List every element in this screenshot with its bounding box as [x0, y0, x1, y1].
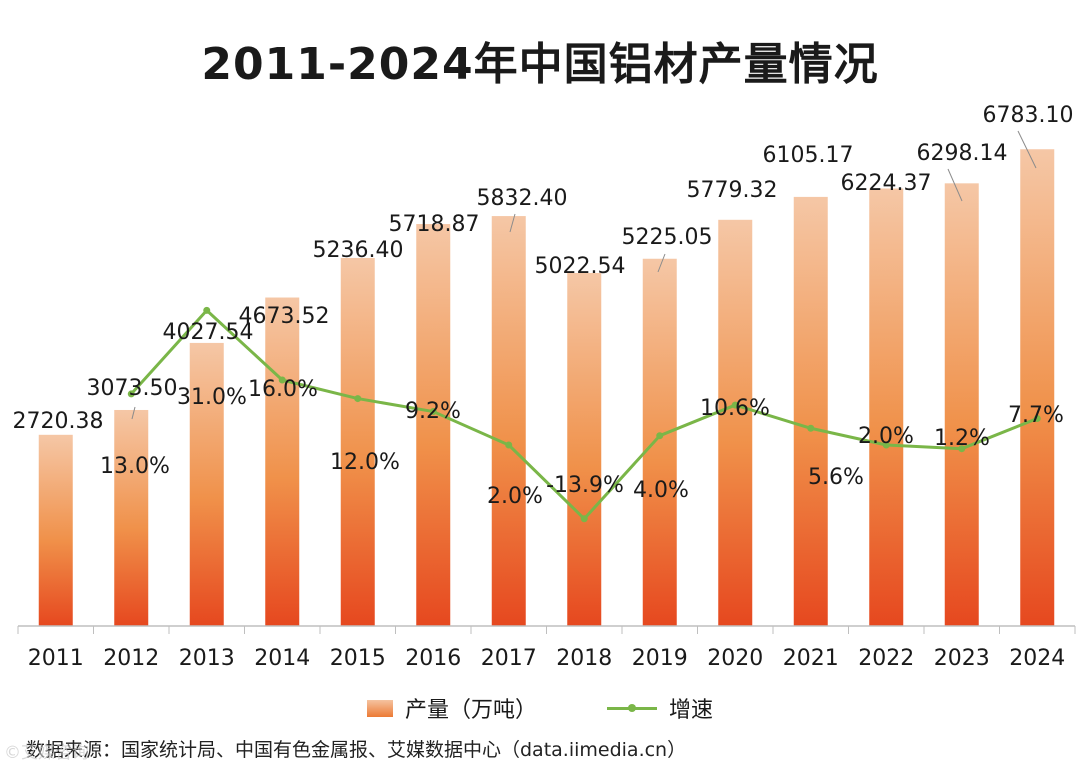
watermark-text: ©艾媒咨询	[4, 743, 89, 763]
x-tick-label-2024: 2024	[1009, 646, 1065, 671]
growth-point-2023	[958, 445, 966, 453]
growth-point-2012	[127, 390, 135, 398]
bar-2020	[718, 219, 753, 626]
leader-line-2024	[1017, 130, 1037, 169]
bar-value-label-2021: 6105.17	[763, 143, 854, 168]
legend-item-production[interactable]: 产量（万吨）	[366, 692, 537, 724]
growth-value-label-2017: 2.0%	[487, 484, 543, 509]
growth-point-2024	[1033, 415, 1041, 423]
bar-value-label-2018: 5022.54	[535, 254, 626, 279]
growth-value-label-2015: 12.0%	[330, 450, 400, 475]
bar-value-label-2020: 5779.32	[687, 178, 778, 203]
bar-value-label-2013: 4027.54	[163, 320, 254, 345]
bar-value-label-2012: 3073.50	[87, 376, 178, 401]
bar-value-label-2023: 6298.14	[917, 141, 1008, 166]
bar-value-label-2019: 5225.05	[622, 225, 713, 250]
x-tick-label-2014: 2014	[254, 646, 310, 671]
growth-point-2022	[882, 441, 890, 449]
growth-value-label-2018: -13.9%	[546, 473, 624, 498]
bar-2018	[567, 272, 602, 626]
bar-2022	[869, 188, 904, 627]
leader-line-2019	[657, 253, 666, 273]
x-tick-label-2023: 2023	[934, 646, 990, 671]
x-tick-label-2022: 2022	[858, 646, 914, 671]
bar-value-label-2022: 6224.37	[841, 171, 932, 196]
growth-point-2020	[731, 401, 739, 409]
bar-value-label-2011: 2720.38	[13, 409, 104, 434]
growth-value-label-2013: 31.0%	[177, 385, 247, 410]
chart-plot: 2011 2012 2013 2014 2015 2016 2017 2018 2019 2020…	[13, 103, 1076, 671]
leader-line-2023	[947, 168, 963, 202]
growth-value-label-2023: 1.2%	[934, 426, 990, 451]
x-tick-label-2015: 2015	[330, 646, 386, 671]
x-tick-label-2018: 2018	[556, 646, 612, 671]
growth-value-label-2012: 13.0%	[100, 454, 170, 479]
growth-value-label-2024: 7.7%	[1008, 403, 1064, 428]
bar-2012	[114, 409, 149, 626]
x-tick-label-2016: 2016	[405, 646, 461, 671]
bar-2024	[1020, 149, 1055, 626]
bar-2014	[265, 297, 300, 626]
bar-2023	[944, 183, 979, 626]
growth-value-label-2022: 2.0%	[858, 424, 914, 449]
legend-label-production: 产量（万吨）	[404, 698, 537, 723]
x-tick-label-2013: 2013	[179, 646, 235, 671]
bar-value-label-2024: 6783.10	[983, 103, 1074, 128]
legend-bar-swatch	[366, 699, 393, 717]
x-tick-label-2021: 2021	[783, 646, 839, 671]
legend-label-growth: 增速	[669, 698, 714, 723]
bar-value-label-2015: 5236.40	[313, 238, 404, 263]
growth-point-2013	[203, 306, 211, 314]
bar-2011	[38, 434, 73, 626]
growth-value-label-2014: 16.0%	[248, 377, 318, 402]
x-tick-label-2012: 2012	[103, 646, 159, 671]
bar-value-label-2017: 5832.40	[477, 186, 568, 211]
bar-value-label-2016: 5718.87	[389, 212, 480, 237]
bar-value-label-2014: 4673.52	[239, 304, 330, 329]
chart-legend: 产量（万吨） 增速	[0, 692, 1080, 724]
x-tick-label-2011: 2011	[28, 646, 84, 671]
growth-point-2017	[505, 441, 513, 449]
growth-point-2016	[429, 408, 437, 416]
legend-line-swatch	[607, 703, 657, 712]
bar-2015	[340, 257, 375, 626]
bar-2021	[793, 196, 828, 626]
growth-value-label-2019: 4.0%	[633, 478, 689, 503]
leader-line-2012	[131, 406, 136, 420]
growth-value-label-2016: 9.2%	[405, 399, 461, 424]
chart-title: 2011-2024年中国铝材产量情况	[201, 39, 879, 90]
growth-point-2018	[580, 515, 588, 523]
growth-point-2014	[278, 376, 286, 384]
growth-value-label-2021: 5.6%	[808, 465, 864, 490]
bar-2016	[416, 224, 451, 626]
leader-line-2017	[509, 213, 516, 233]
x-tick-label-2020: 2020	[707, 646, 763, 671]
bar-2017	[491, 216, 526, 626]
x-tick-label-2017: 2017	[481, 646, 537, 671]
bar-2013	[189, 342, 224, 626]
growth-point-2019	[656, 432, 664, 440]
x-tick-label-2019: 2019	[632, 646, 688, 671]
growth-point-2015	[354, 395, 362, 403]
growth-point-2021	[807, 424, 815, 432]
source-note: 数据来源：国家统计局、中国有色金属报、艾媒数据中心（data.iimedia.c…	[26, 739, 687, 761]
bar-2019	[642, 258, 677, 626]
legend-item-growth[interactable]: 增速	[607, 692, 713, 724]
growth-value-label-2020: 10.6%	[700, 396, 770, 421]
